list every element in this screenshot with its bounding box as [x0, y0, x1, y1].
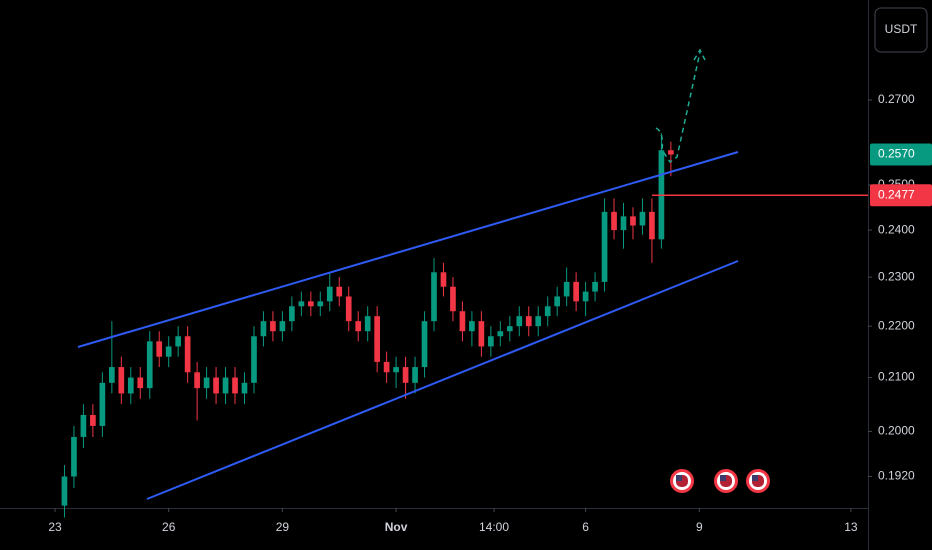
candle-body [469, 321, 475, 332]
candle-body [535, 316, 542, 327]
channel-upper [77, 151, 739, 348]
event-flag[interactable] [746, 469, 770, 493]
candle-body [450, 286, 456, 312]
candle-body [544, 306, 551, 317]
price-tag [870, 143, 932, 166]
candle-body [317, 301, 324, 307]
candle-body [146, 341, 153, 389]
y-tick-label: 0.2200 [878, 318, 915, 332]
candle-body [213, 377, 219, 394]
candle-body [232, 377, 238, 394]
candle-body [241, 382, 248, 394]
y-tick-label: 0.2000 [878, 424, 915, 438]
candle-body [222, 377, 229, 394]
candle-body [668, 150, 674, 155]
candle-body [364, 316, 371, 332]
candle-body [554, 296, 561, 307]
price-tag [870, 184, 932, 207]
y-tick-label: 0.2100 [878, 370, 915, 384]
x-tick-label: 29 [276, 520, 290, 534]
x-tick-label: 14:00 [479, 520, 509, 534]
candle-body [601, 211, 608, 282]
x-tick-label: 13 [844, 520, 858, 534]
candle-body [393, 367, 399, 373]
candle-body [478, 321, 485, 347]
candle-body [345, 296, 352, 322]
candle-body [109, 367, 115, 383]
candle-body [582, 291, 589, 302]
candles [61, 133, 674, 518]
candle-body [383, 361, 390, 373]
candle-body [431, 272, 437, 322]
candle-body [156, 341, 163, 357]
candle-body [203, 377, 210, 389]
y-tick-label: 0.2300 [878, 269, 915, 283]
candle-body [488, 336, 494, 347]
candle-body [165, 346, 172, 357]
candle-body [525, 316, 532, 327]
candle-body [630, 216, 636, 226]
x-tick-label: 6 [582, 520, 589, 534]
x-tick-label: 26 [162, 520, 176, 534]
candle-body [573, 281, 579, 302]
candle-body [289, 306, 295, 322]
candle-body [127, 377, 134, 394]
candle-body [459, 311, 466, 332]
candle-body [270, 321, 276, 332]
y-tick-label: 0.2400 [878, 222, 915, 236]
candle-body [99, 382, 106, 426]
candle-body [298, 301, 305, 307]
candle-body [563, 281, 570, 297]
currency-button[interactable] [874, 7, 928, 53]
candle-body [620, 216, 627, 231]
currency-label: USDT [885, 22, 918, 36]
candle-body [516, 316, 523, 327]
candle-body [336, 286, 343, 297]
candle-body [260, 321, 267, 337]
candle-body [421, 321, 428, 368]
candle-body [355, 321, 362, 332]
candle-body [194, 372, 200, 389]
event-flags [670, 469, 770, 493]
candle-body [61, 476, 68, 506]
y-tick-label: 0.2700 [878, 92, 915, 106]
x-tick-label: 23 [48, 520, 62, 534]
candle-body [184, 336, 191, 373]
axes: 0.27000.25000.24000.23000.22000.21000.20… [48, 92, 932, 534]
candle-body [279, 321, 286, 332]
candle-body [137, 377, 144, 389]
candle-body [71, 436, 77, 477]
candle-body [326, 286, 333, 302]
candle-body [175, 336, 182, 347]
event-flag[interactable] [670, 469, 694, 493]
candle-body [506, 326, 513, 332]
price-tag-label: 0.2477 [878, 187, 915, 201]
candle-body [80, 414, 87, 437]
candle-body [649, 211, 655, 240]
candle-body [592, 281, 598, 292]
candle-body [440, 272, 447, 287]
x-tick-label: Nov [385, 520, 408, 534]
candle-body [402, 367, 409, 383]
candle-body [374, 316, 380, 362]
candle-body [639, 211, 646, 226]
candle-body [118, 367, 125, 394]
candle-body [611, 211, 617, 231]
candle-body [251, 336, 257, 383]
projection-arrow [655, 48, 706, 164]
x-tick-label: 9 [696, 520, 703, 534]
candle-body [307, 301, 314, 307]
price-tag-label: 0.2570 [878, 147, 915, 161]
y-tick-label: 0.1920 [878, 469, 915, 483]
candle-body [412, 367, 418, 383]
channel-lower [146, 260, 739, 500]
event-flag[interactable] [714, 469, 738, 493]
candle-body [90, 414, 96, 426]
candle-body [497, 331, 504, 337]
